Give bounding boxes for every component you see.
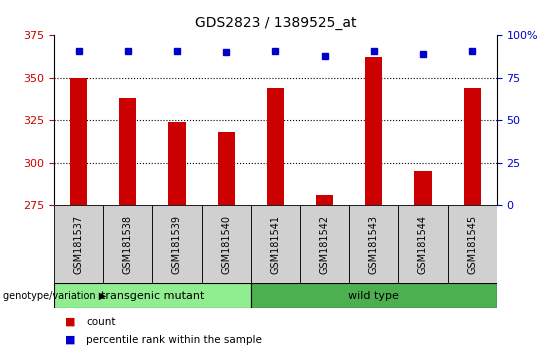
Bar [119,98,137,205]
Text: transgenic mutant: transgenic mutant [101,291,204,301]
Bar [414,171,431,205]
Text: GSM181542: GSM181542 [320,215,329,274]
Bar [218,132,235,205]
Bar [365,57,382,205]
Bar [54,283,251,308]
Bar [349,205,399,283]
Text: GSM181538: GSM181538 [123,215,133,274]
Bar [251,283,497,308]
Text: GSM181541: GSM181541 [271,215,280,274]
Text: ■: ■ [65,317,75,327]
Bar [316,195,333,205]
Bar [300,205,349,283]
Bar [70,78,87,205]
Text: percentile rank within the sample: percentile rank within the sample [86,335,262,345]
Bar [103,205,152,283]
Bar [54,205,103,283]
Text: wild type: wild type [348,291,399,301]
Text: GSM181545: GSM181545 [467,215,477,274]
Bar [267,88,284,205]
Text: GSM181543: GSM181543 [369,215,379,274]
Bar [251,205,300,283]
Text: count: count [86,317,116,327]
Text: genotype/variation ▶: genotype/variation ▶ [3,291,106,301]
Bar [448,205,497,283]
Text: GSM181540: GSM181540 [221,215,231,274]
Text: GSM181544: GSM181544 [418,215,428,274]
Bar [152,205,201,283]
Bar [201,205,251,283]
Bar [168,122,186,205]
Bar [463,88,481,205]
Text: ■: ■ [65,335,75,345]
Text: GSM181539: GSM181539 [172,215,182,274]
Text: GSM181537: GSM181537 [73,215,84,274]
Bar [399,205,448,283]
Title: GDS2823 / 1389525_at: GDS2823 / 1389525_at [194,16,356,30]
